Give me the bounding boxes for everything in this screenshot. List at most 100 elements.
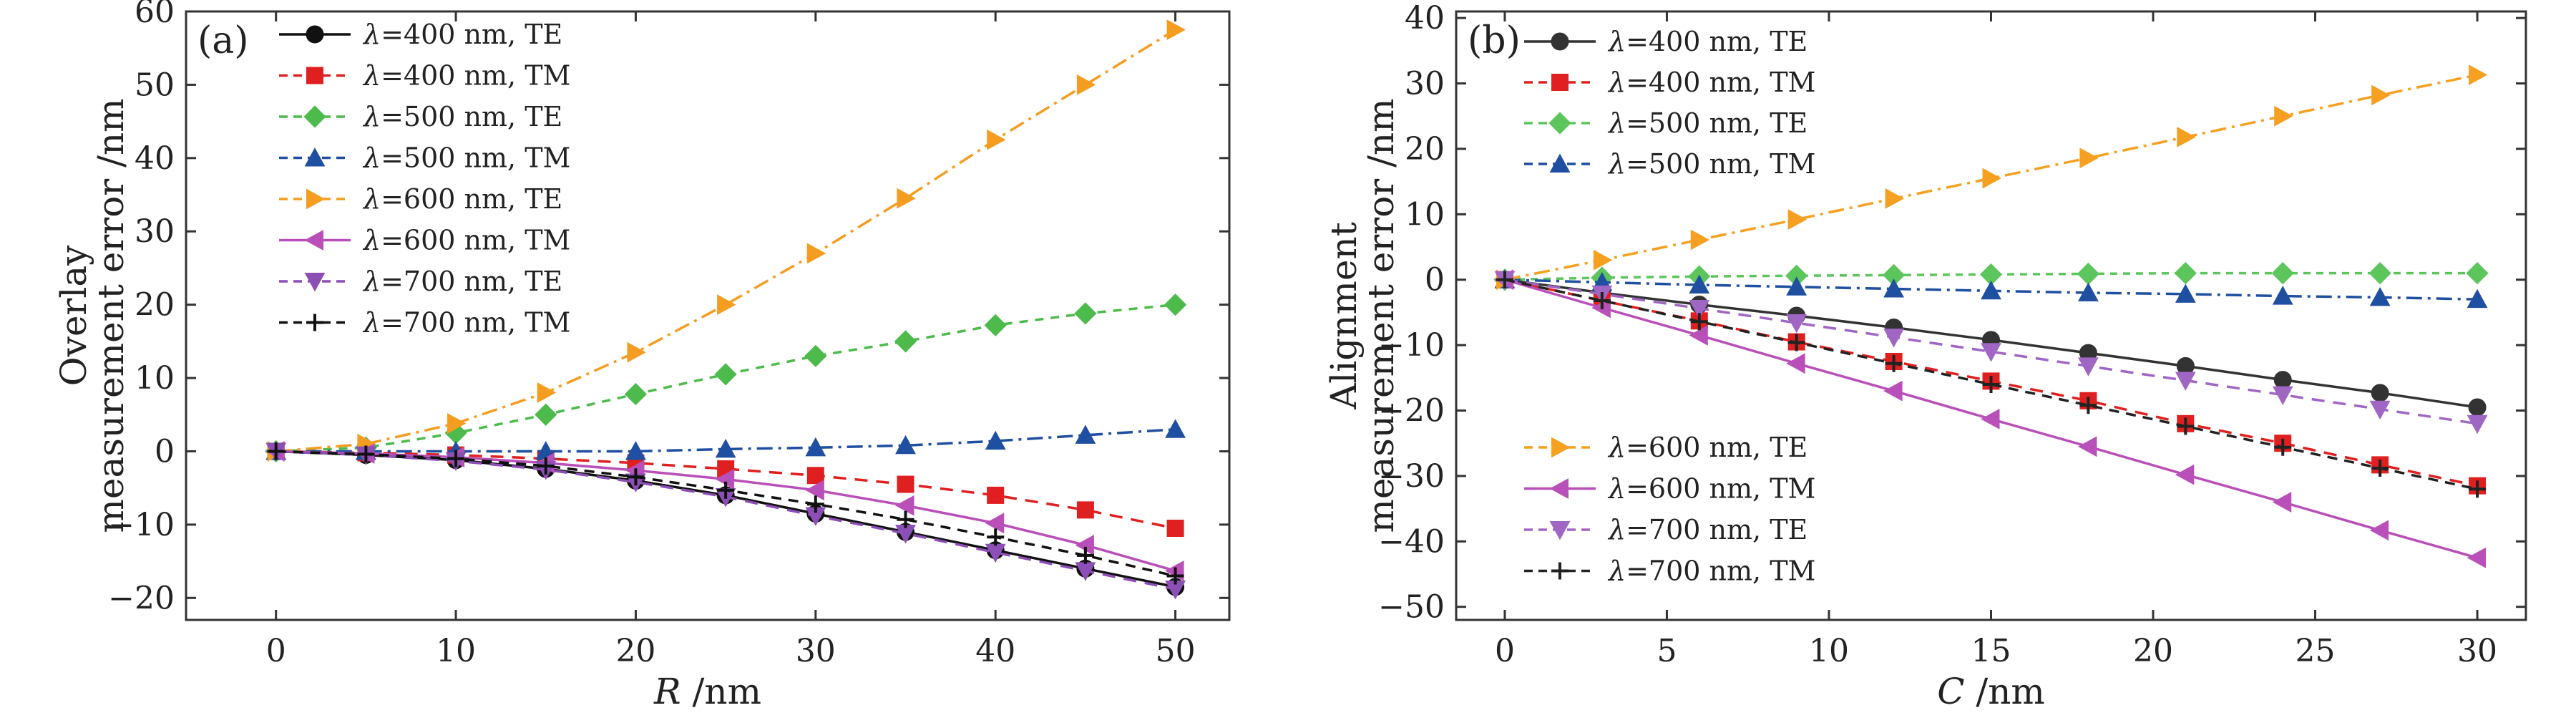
- series-7: [1494, 271, 2488, 435]
- y-tick-label: 10: [135, 360, 175, 397]
- y-tick-label: −20: [108, 580, 175, 616]
- series-3: [265, 293, 1187, 463]
- data-point: [2079, 397, 2097, 414]
- data-point: [1982, 168, 2001, 189]
- data-point: [2077, 262, 2100, 286]
- data-point: [1785, 264, 1808, 287]
- data-point: [2369, 400, 2391, 420]
- legend-marker: [304, 273, 326, 292]
- y-axis-title-line-2: measurement error /nm: [90, 98, 132, 533]
- y-tick-label: −10: [1378, 327, 1445, 364]
- legend-text: =500 nm, TM: [1626, 148, 1815, 180]
- data-point: [806, 243, 826, 264]
- y-tick-label: −40: [1378, 523, 1445, 560]
- legend-entry-8: λ=700 nm, TM: [279, 307, 570, 339]
- data-point: [1882, 263, 1906, 286]
- legend-entry-2: λ=400 nm, TM: [1524, 67, 1815, 98]
- legend-label: λ=600 nm, TM: [1607, 473, 1815, 505]
- data-point: [806, 495, 824, 513]
- panel-label: (a): [197, 19, 249, 62]
- y-axis-title-line-1: Alignment: [1323, 222, 1365, 410]
- data-point: [806, 467, 824, 485]
- legend-label: λ=700 nm, TE: [362, 266, 562, 297]
- data-point: [1593, 249, 1613, 271]
- data-point: [2177, 127, 2196, 147]
- x-tick-label: 40: [975, 633, 1015, 669]
- series-8: [267, 442, 1184, 585]
- data-point: [627, 341, 646, 363]
- data-point: [1787, 334, 1805, 351]
- legend-marker: [306, 25, 324, 44]
- data-point: [2466, 261, 2489, 285]
- data-point: [987, 129, 1006, 150]
- legend: λ=400 nm, TEλ=400 nm, TMλ=500 nm, TEλ=50…: [1524, 26, 1815, 587]
- data-point: [1496, 271, 1513, 288]
- data-point: [2078, 436, 2097, 457]
- legend-entry-1: λ=400 nm, TE: [1524, 26, 1807, 57]
- data-point: [1786, 276, 1807, 296]
- x-axis-variable: C: [1937, 671, 1964, 712]
- data-point: [2272, 492, 2292, 513]
- legend-lambda: λ: [1607, 107, 1626, 139]
- data-point: [1885, 354, 1903, 372]
- legend-lambda: λ: [362, 225, 381, 256]
- legend-marker: [1551, 74, 1568, 91]
- legend-entry-5: λ=600 nm, TE: [1524, 432, 1807, 463]
- legend-entry-4: λ=500 nm, TM: [279, 142, 570, 174]
- data-point: [447, 450, 465, 467]
- data-point: [1689, 325, 1708, 346]
- x-tick-label: 30: [796, 633, 836, 669]
- data-point: [1166, 19, 1186, 41]
- x-tick-label: 30: [2457, 633, 2497, 669]
- y-tick-label: −10: [108, 507, 175, 543]
- legend-text: =500 nm, TM: [381, 142, 570, 174]
- data-point: [1981, 343, 2001, 362]
- legend-label: λ=700 nm, TM: [362, 307, 570, 339]
- legend-marker: [1549, 478, 1568, 499]
- y-tick-label: 30: [135, 213, 175, 250]
- data-point: [2371, 459, 2389, 477]
- data-point: [715, 468, 735, 490]
- data-point: [987, 486, 1005, 504]
- legend-text: =500 nm, TE: [381, 101, 562, 132]
- data-point: [985, 513, 1005, 534]
- legend-marker: [306, 67, 323, 84]
- legend-text: =400 nm, TE: [381, 19, 562, 50]
- data-point: [897, 188, 916, 209]
- data-point: [984, 314, 1007, 336]
- legend-text: =400 nm, TE: [1626, 26, 1807, 57]
- x-tick-label: 5: [1657, 633, 1677, 669]
- data-point: [2467, 547, 2487, 568]
- data-point: [895, 495, 914, 516]
- series-4: [1494, 269, 2488, 309]
- data-point: [447, 413, 467, 434]
- series-line: [1504, 278, 2478, 425]
- data-point: [2273, 371, 2292, 389]
- data-point: [1690, 229, 1710, 251]
- data-point: [2079, 147, 2099, 169]
- data-point: [2469, 480, 2487, 498]
- legend-label: λ=400 nm, TM: [1607, 67, 1815, 98]
- legend-marker: [1549, 153, 1571, 173]
- data-point: [1593, 291, 1611, 309]
- data-point: [1690, 313, 1708, 331]
- x-tick-label: 10: [1809, 633, 1849, 669]
- legend-entry-3: λ=500 nm, TE: [279, 101, 562, 132]
- data-point: [2468, 398, 2487, 417]
- data-point: [2469, 64, 2488, 86]
- data-point: [805, 437, 826, 457]
- legend-lambda: λ: [362, 266, 381, 297]
- series-4: [265, 419, 1186, 460]
- legend-lambda: λ: [362, 142, 381, 174]
- data-point: [1076, 74, 1096, 95]
- legend-marker: [306, 188, 326, 210]
- legend-lambda: λ: [1607, 555, 1626, 587]
- data-point: [2274, 105, 2293, 127]
- legend-entry-3: λ=500 nm, TE: [1524, 107, 1807, 139]
- data-point: [2175, 464, 2195, 485]
- legend-lambda: λ: [362, 307, 381, 339]
- data-point: [2271, 261, 2294, 285]
- legend-lambda: λ: [362, 19, 381, 50]
- legend-entry-7: λ=700 nm, TE: [1524, 514, 1807, 545]
